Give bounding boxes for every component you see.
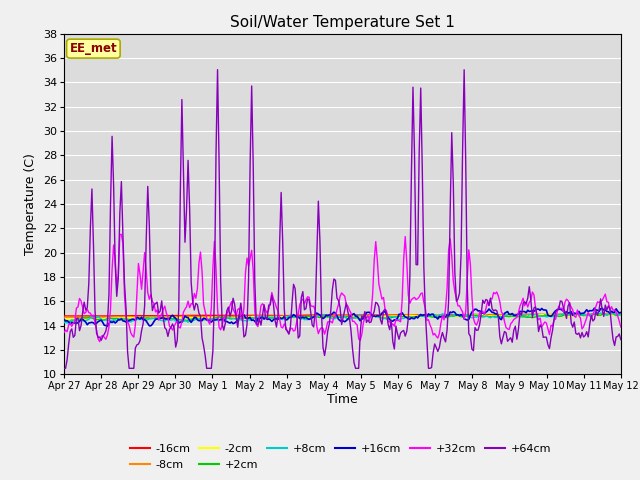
X-axis label: Time: Time xyxy=(327,393,358,406)
Legend: -16cm, -8cm, -2cm, +2cm, +8cm, +16cm, +32cm, +64cm: -16cm, -8cm, -2cm, +2cm, +8cm, +16cm, +3… xyxy=(125,440,556,474)
Text: EE_met: EE_met xyxy=(70,42,117,55)
Title: Soil/Water Temperature Set 1: Soil/Water Temperature Set 1 xyxy=(230,15,455,30)
Y-axis label: Temperature (C): Temperature (C) xyxy=(24,153,37,255)
